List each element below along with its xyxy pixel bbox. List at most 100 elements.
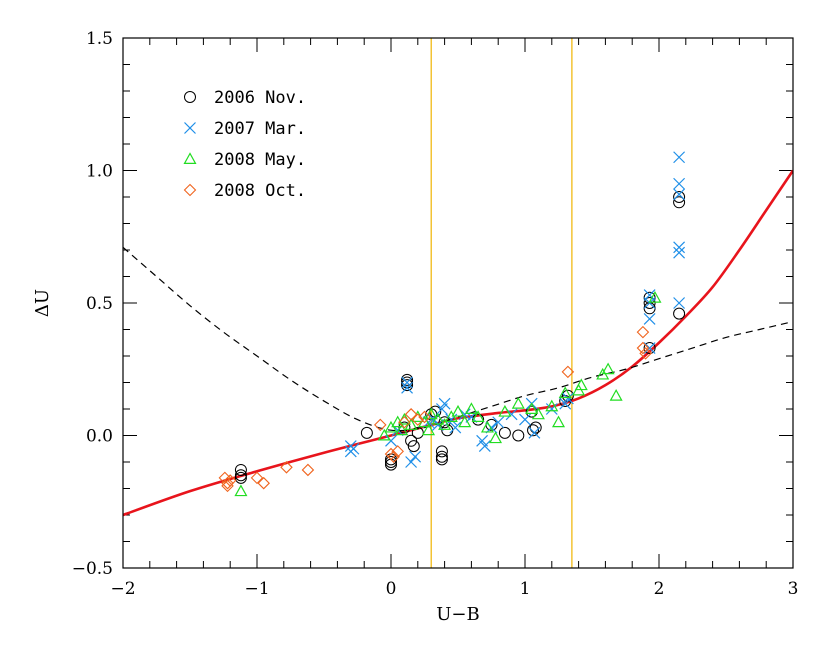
data-point-triangle bbox=[648, 290, 662, 303]
data-point-triangle bbox=[609, 389, 623, 401]
data-point-cross bbox=[673, 297, 686, 309]
data-point-cross bbox=[347, 442, 360, 455]
data-point-cross bbox=[519, 413, 531, 426]
x-tick-label: 3 bbox=[788, 579, 799, 599]
legend-marker-cross bbox=[184, 122, 196, 134]
data-point-circle bbox=[673, 196, 686, 209]
data-point-circle bbox=[234, 463, 247, 476]
data-point-cross bbox=[673, 241, 686, 254]
data-point-circle bbox=[643, 342, 656, 355]
dashed-fit-curve bbox=[123, 246, 793, 432]
data-point-circle bbox=[435, 450, 448, 463]
data-point-triangle bbox=[424, 407, 438, 420]
data-point-triangle bbox=[525, 402, 539, 414]
data-point-triangle bbox=[511, 396, 525, 409]
data-point-circle bbox=[401, 379, 414, 392]
data-point-circle bbox=[472, 413, 485, 426]
data-point-diamond bbox=[639, 347, 652, 360]
cross-stroke bbox=[673, 188, 686, 201]
data-point-circle bbox=[673, 191, 686, 203]
cross-stroke bbox=[673, 241, 686, 254]
data-point-circle bbox=[411, 426, 424, 439]
legend-label: 2008 Oct. bbox=[214, 181, 306, 201]
data-point-triangle bbox=[438, 418, 452, 430]
cross-stroke bbox=[673, 297, 686, 309]
cross-stroke bbox=[643, 342, 656, 354]
legend-marker-circle bbox=[184, 91, 196, 103]
data-point-cross bbox=[401, 376, 414, 389]
cross-stroke bbox=[449, 421, 462, 434]
legend-marker-triangle bbox=[183, 152, 197, 164]
x-axis-label: U−B bbox=[436, 604, 479, 625]
data-point-diamond bbox=[374, 418, 387, 432]
legend: 2006 Nov. 2007 Mar. 2008 May. 2008 Oct. bbox=[183, 88, 306, 201]
cross-stroke bbox=[385, 434, 397, 447]
data-point-diamond bbox=[411, 413, 425, 426]
data-point-cross bbox=[528, 426, 541, 439]
y-axis-label: ΔU bbox=[32, 289, 53, 317]
data-point-cross bbox=[409, 450, 422, 463]
data-point-cross bbox=[449, 421, 462, 434]
data-point-circle bbox=[529, 421, 542, 434]
data-point-cross bbox=[438, 397, 451, 410]
data-point-diamond bbox=[221, 476, 234, 490]
data-point-cross bbox=[561, 392, 574, 405]
cross-stroke bbox=[458, 408, 471, 421]
axis-ticks bbox=[122, 37, 794, 569]
data-point-diamond bbox=[561, 365, 575, 379]
x-tick-label: 2 bbox=[654, 579, 665, 599]
data-point-diamond bbox=[221, 479, 234, 493]
data-point-diamond bbox=[387, 450, 400, 463]
y-tick-label: 0.0 bbox=[86, 427, 113, 447]
data-point-cross bbox=[545, 403, 558, 415]
x-tick-label: −1 bbox=[244, 579, 269, 599]
y-tick-label: 1.0 bbox=[86, 162, 113, 182]
data-points bbox=[218, 151, 686, 497]
cross-stroke bbox=[561, 392, 574, 405]
data-point-triangle bbox=[531, 407, 545, 420]
data-point-triangle bbox=[601, 362, 615, 375]
data-point-triangle bbox=[489, 431, 503, 444]
data-point-cross bbox=[673, 177, 686, 190]
data-point-circle bbox=[407, 440, 420, 453]
cross-stroke bbox=[673, 177, 686, 190]
data-point-cross bbox=[405, 456, 418, 468]
cross-stroke bbox=[643, 289, 656, 301]
reference-lines bbox=[430, 38, 573, 568]
data-point-circle bbox=[498, 426, 511, 439]
cross-stroke bbox=[401, 381, 414, 394]
data-point-cross bbox=[643, 342, 656, 354]
y-tick-label: 1.5 bbox=[86, 29, 113, 49]
data-point-cross bbox=[478, 440, 491, 453]
tick-labels: −2 −1 0 1 2 3 −0.5 0.0 0.5 1.0 1.5 bbox=[72, 29, 799, 599]
x-tick-label: 0 bbox=[386, 579, 397, 599]
data-point-diamond bbox=[301, 463, 315, 477]
data-point-triangle bbox=[551, 415, 566, 428]
data-point-diamond bbox=[404, 408, 418, 421]
cross-stroke bbox=[476, 434, 489, 447]
x-tick-label: −2 bbox=[110, 579, 135, 599]
data-point-diamond bbox=[418, 410, 431, 424]
data-point-diamond bbox=[250, 471, 264, 485]
data-point-cross bbox=[643, 312, 656, 325]
legend-label: 2006 Nov. bbox=[214, 88, 306, 108]
data-point-circle bbox=[512, 429, 525, 442]
cross-stroke bbox=[673, 151, 686, 164]
data-point-triangle bbox=[431, 412, 445, 425]
plot-frame bbox=[122, 37, 794, 569]
data-point-cross bbox=[673, 188, 686, 201]
legend-marker-diamond bbox=[183, 183, 197, 197]
data-point-triangle bbox=[234, 484, 248, 497]
cross-stroke bbox=[545, 403, 558, 415]
data-point-triangle bbox=[558, 386, 572, 399]
cross-stroke bbox=[643, 312, 656, 325]
data-point-triangle bbox=[377, 428, 391, 441]
data-point-circle bbox=[360, 426, 373, 439]
data-point-triangle bbox=[451, 404, 465, 417]
data-point-diamond bbox=[280, 461, 293, 474]
data-point-circle bbox=[398, 421, 411, 434]
data-point-triangle bbox=[498, 404, 512, 417]
cross-stroke bbox=[505, 408, 518, 421]
cross-stroke bbox=[519, 413, 531, 426]
